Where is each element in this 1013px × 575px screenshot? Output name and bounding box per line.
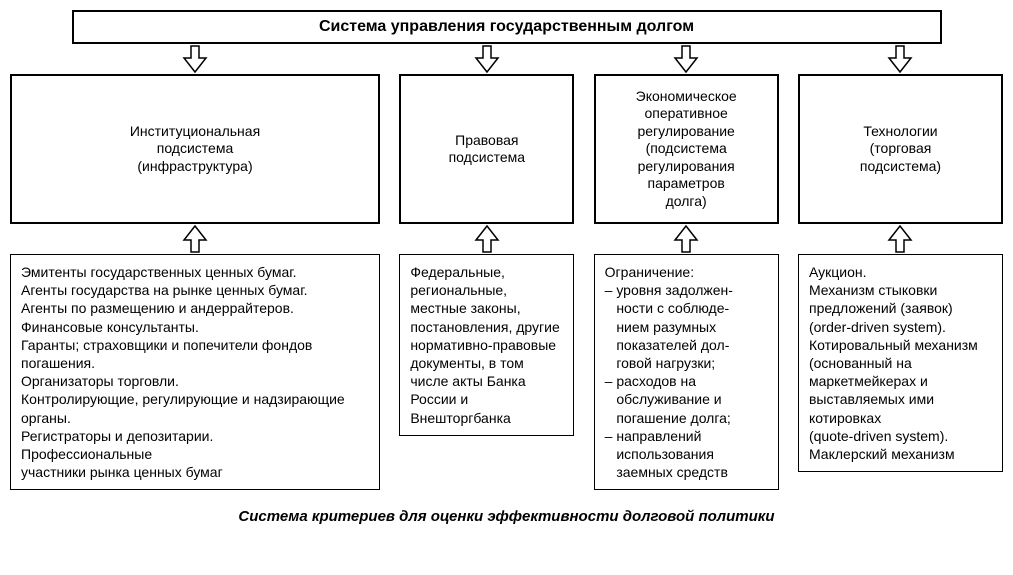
arrow-up-icon (180, 224, 210, 254)
column-economic: Экономическоеоперативноерегулирование(по… (594, 44, 779, 490)
arrow-down-icon (885, 44, 915, 74)
caption: Система критериев для оценки эффективнос… (10, 508, 1003, 525)
bot-box-institutional: Эмитенты государственных ценных бумаг.Аг… (10, 254, 380, 490)
arrow-up-icon (671, 224, 701, 254)
mid-box-label: Институциональнаяподсистема(инфраструкту… (130, 123, 260, 176)
column-legal: Правоваяподсистема Федеральные, региональ… (399, 44, 574, 490)
mid-box-economic: Экономическоеоперативноерегулирование(по… (594, 74, 779, 224)
mid-box-tech: Технологии(торговаяподсистема) (798, 74, 1003, 224)
arrow-down-icon (472, 44, 502, 74)
caption-text: Система критериев для оценки эффективнос… (238, 508, 774, 525)
columns-row: Институциональнаяподсистема(инфраструкту… (10, 44, 1003, 490)
mid-box-label: Технологии(торговаяподсистема) (860, 123, 941, 176)
top-box: Система управления государственным долго… (72, 10, 942, 44)
mid-box-label: Экономическоеоперативноерегулирование(по… (636, 88, 737, 211)
mid-box-institutional: Институциональнаяподсистема(инфраструкту… (10, 74, 380, 224)
arrow-down-icon (180, 44, 210, 74)
arrow-down-icon (671, 44, 701, 74)
diagram-root: Система управления государственным долго… (10, 10, 1003, 525)
bot-box-text: Эмитенты государственных ценных бумаг.Аг… (21, 264, 345, 480)
top-box-label: Система управления государственным долго… (319, 18, 694, 35)
mid-box-label: Правоваяподсистема (449, 132, 526, 167)
bot-box-legal: Федеральные, региональные, местные закон… (399, 254, 574, 436)
bot-box-economic: Ограничение:– уровня задолжен- ности с с… (594, 254, 779, 490)
bot-box-text: Аукцион.Механизм стыковки предложений (з… (809, 264, 978, 462)
column-institutional: Институциональнаяподсистема(инфраструкту… (10, 44, 380, 490)
bot-box-text: Федеральные, региональные, местные закон… (410, 264, 559, 426)
arrow-up-icon (885, 224, 915, 254)
bot-box-tech: Аукцион.Механизм стыковки предложений (з… (798, 254, 1003, 472)
bot-box-text: Ограничение:– уровня задолжен- ности с с… (605, 264, 733, 480)
arrow-up-icon (472, 224, 502, 254)
column-tech: Технологии(торговаяподсистема) Аукцион.Ме… (798, 44, 1003, 490)
mid-box-legal: Правоваяподсистема (399, 74, 574, 224)
